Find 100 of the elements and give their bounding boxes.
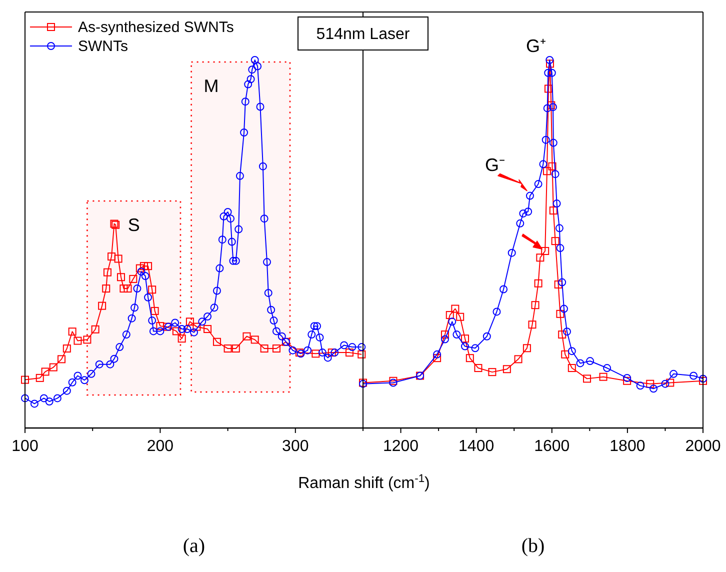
point — [474, 364, 482, 372]
point — [108, 252, 116, 261]
point — [558, 278, 566, 286]
point — [516, 219, 524, 228]
point — [140, 262, 148, 270]
point — [456, 312, 464, 321]
point — [526, 192, 534, 200]
point — [74, 336, 82, 345]
point — [250, 336, 259, 344]
point — [49, 363, 58, 372]
point — [650, 384, 658, 393]
point — [561, 350, 570, 358]
text: (b) — [521, 535, 545, 557]
point — [172, 327, 180, 336]
point — [204, 325, 212, 334]
point — [358, 350, 366, 358]
point — [623, 374, 632, 382]
point — [551, 237, 560, 246]
point — [528, 320, 536, 329]
point — [488, 368, 496, 376]
point — [91, 325, 100, 334]
point — [661, 380, 670, 388]
point — [448, 318, 456, 326]
point — [670, 370, 678, 378]
point — [328, 348, 336, 357]
point — [224, 344, 232, 353]
point — [466, 354, 474, 362]
point — [544, 84, 552, 93]
point — [558, 330, 566, 339]
point — [98, 302, 106, 310]
point — [242, 332, 251, 340]
point — [690, 372, 698, 380]
point — [549, 138, 558, 147]
band-label: S — [128, 215, 140, 235]
point — [546, 60, 554, 68]
x-axis-title: Raman shift (cm$^{-1}$) — [298, 473, 430, 492]
point — [552, 200, 561, 208]
point — [452, 330, 461, 339]
point — [541, 246, 550, 255]
point — [102, 284, 110, 293]
point — [446, 311, 454, 320]
point — [58, 355, 66, 364]
point — [312, 350, 320, 358]
point — [568, 347, 576, 356]
x-tick-label: 100 — [12, 438, 38, 455]
point — [548, 162, 556, 170]
point — [502, 365, 511, 374]
point — [568, 364, 576, 372]
point — [461, 334, 469, 343]
legend-label: SWNTs — [78, 38, 128, 55]
point — [522, 344, 531, 352]
point — [555, 224, 564, 232]
point — [136, 264, 144, 272]
point — [129, 274, 138, 283]
point — [68, 328, 76, 336]
band-label: M — [204, 76, 219, 96]
point — [124, 284, 132, 293]
point — [461, 342, 469, 350]
point — [623, 376, 632, 385]
point — [178, 334, 186, 343]
point — [534, 180, 542, 188]
x-tick-label: 300 — [282, 438, 309, 455]
point — [519, 209, 528, 218]
point — [666, 378, 674, 387]
point — [603, 364, 612, 372]
point — [36, 374, 44, 382]
point — [156, 322, 164, 330]
point — [544, 68, 552, 77]
point — [576, 359, 584, 368]
point — [116, 273, 125, 282]
legend-label: As-synthesized SWNTs — [78, 19, 234, 36]
annotation: G⁻ — [484, 154, 505, 175]
point — [345, 348, 354, 357]
point — [120, 284, 128, 293]
point — [144, 262, 152, 270]
point — [524, 208, 532, 216]
x-tick-label: 1600 — [534, 438, 570, 455]
point — [514, 355, 522, 364]
point — [586, 357, 594, 366]
point — [508, 248, 516, 257]
point — [62, 344, 71, 353]
point — [482, 332, 491, 340]
x-tick-label: 2000 — [685, 438, 721, 455]
point — [636, 382, 644, 390]
x-tick-label: 200 — [146, 438, 174, 455]
point — [103, 268, 112, 276]
point — [471, 344, 480, 352]
point — [534, 279, 542, 288]
point — [646, 380, 654, 388]
x-tick-label: 1400 — [458, 438, 494, 455]
point — [543, 104, 552, 112]
point — [536, 254, 544, 262]
point — [531, 301, 540, 310]
point — [563, 328, 571, 336]
point — [500, 285, 508, 294]
point — [539, 160, 548, 168]
point — [232, 344, 240, 353]
point — [433, 354, 442, 362]
point — [556, 244, 564, 252]
point — [556, 310, 564, 318]
